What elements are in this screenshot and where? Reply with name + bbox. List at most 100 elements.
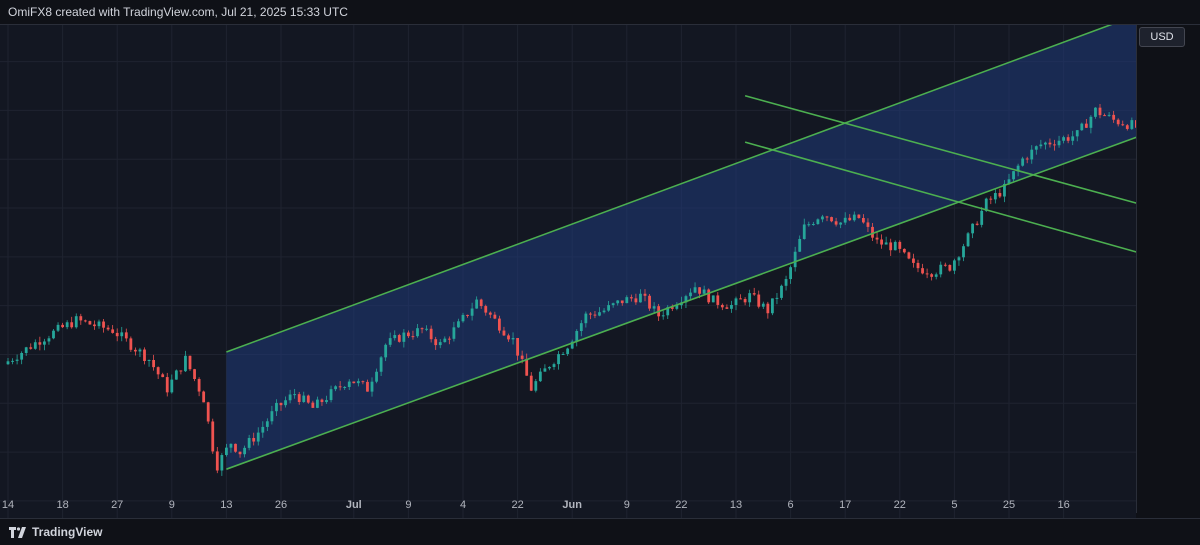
candle-up xyxy=(74,316,78,328)
candle-down xyxy=(907,252,911,259)
candle-down xyxy=(898,241,902,249)
candle-down xyxy=(502,330,506,336)
rising-channel-upper-line[interactable] xyxy=(226,14,1137,353)
candle-down xyxy=(529,375,533,391)
candle-down xyxy=(507,335,510,340)
candle-up xyxy=(793,251,797,268)
candle-up xyxy=(325,400,328,403)
candle-down xyxy=(707,289,711,303)
candle-down xyxy=(720,304,724,308)
candle-up xyxy=(661,315,665,317)
candle-down xyxy=(165,377,169,393)
candle-down xyxy=(161,374,165,378)
time-tick-label: 4 xyxy=(460,499,466,511)
candle-up xyxy=(702,289,706,294)
candle-down xyxy=(902,248,906,253)
candle-down xyxy=(234,443,237,452)
trend-channel-drawings[interactable] xyxy=(226,14,1137,470)
candle-down xyxy=(447,338,451,340)
time-tick-label: 27 xyxy=(111,499,123,511)
candle-up xyxy=(1039,144,1043,147)
candle-up xyxy=(438,342,442,346)
candle-up xyxy=(452,327,456,339)
time-tick-label: 5 xyxy=(951,499,957,511)
candle-down xyxy=(1103,115,1106,117)
candle-up xyxy=(1071,136,1075,141)
candle-down xyxy=(484,306,488,313)
currency-button[interactable]: USD xyxy=(1139,27,1185,47)
candle-up xyxy=(356,381,360,384)
candle-down xyxy=(516,338,519,356)
candle-up xyxy=(1034,146,1038,150)
candle-up xyxy=(288,394,292,401)
candle-up xyxy=(402,332,406,342)
candle-down xyxy=(725,307,729,309)
candle-up xyxy=(711,295,715,303)
candle-up xyxy=(748,293,752,303)
candle-up xyxy=(20,352,24,360)
candle-down xyxy=(871,226,874,238)
candle-up xyxy=(821,216,824,220)
falling-channel-upper-line[interactable] xyxy=(744,95,1137,204)
candle-up xyxy=(443,338,447,343)
candle-down xyxy=(279,402,283,406)
candle-down xyxy=(634,298,638,303)
time-tick-label: 16 xyxy=(1057,499,1069,511)
candle-up xyxy=(275,402,278,412)
candle-up xyxy=(1016,165,1020,172)
candle-up xyxy=(557,354,560,365)
candle-down xyxy=(156,367,160,375)
candle-up xyxy=(229,443,233,448)
candle-up xyxy=(97,321,101,327)
candle-up xyxy=(807,224,811,226)
falling-channel-lower-line[interactable] xyxy=(744,141,1137,253)
candle-up xyxy=(957,257,961,261)
candle-up xyxy=(893,241,897,251)
tradingview-logo-icon xyxy=(9,526,26,538)
candle-down xyxy=(1098,107,1102,116)
candle-up xyxy=(962,246,965,258)
candle-down xyxy=(88,321,92,325)
candle-up xyxy=(147,359,151,361)
candle-down xyxy=(743,299,747,303)
candle-up xyxy=(789,267,792,280)
candle-up xyxy=(684,296,688,303)
time-tick-label: 6 xyxy=(788,499,794,511)
candle-up xyxy=(1094,107,1097,117)
candle-up xyxy=(798,238,802,252)
candle-up xyxy=(839,222,843,225)
candle-up xyxy=(953,260,956,271)
candle-up xyxy=(652,306,656,309)
candle-up xyxy=(584,313,588,324)
candle-down xyxy=(925,273,929,275)
candle-up xyxy=(43,341,46,345)
candle-up xyxy=(1057,140,1061,146)
candle-down xyxy=(397,335,401,342)
candle-down xyxy=(889,242,893,251)
candle-down xyxy=(629,297,633,299)
candle-up xyxy=(771,298,774,314)
candle-up xyxy=(1062,137,1065,141)
time-tick-label: 9 xyxy=(169,499,175,511)
candle-up xyxy=(6,361,10,365)
price-axis[interactable] xyxy=(1136,25,1200,513)
candle-up xyxy=(170,379,174,393)
candle-up xyxy=(1044,142,1047,145)
time-tick-label: 26 xyxy=(275,499,287,511)
candle-down xyxy=(875,237,879,240)
candle-down xyxy=(593,314,597,316)
candle-down xyxy=(70,322,74,328)
candle-up xyxy=(966,233,970,247)
tradingview-logo[interactable]: TradingView xyxy=(9,525,102,539)
candle-down xyxy=(407,332,410,337)
candle-down xyxy=(848,217,852,221)
candle-up xyxy=(775,297,779,299)
candle-down xyxy=(698,287,701,294)
candle-up xyxy=(1012,171,1015,180)
candle-down xyxy=(311,402,315,408)
time-tick-label: 25 xyxy=(1003,499,1015,511)
rising-channel-lower-line[interactable] xyxy=(226,136,1137,470)
candle-up xyxy=(343,387,347,389)
candle-down xyxy=(111,329,115,333)
